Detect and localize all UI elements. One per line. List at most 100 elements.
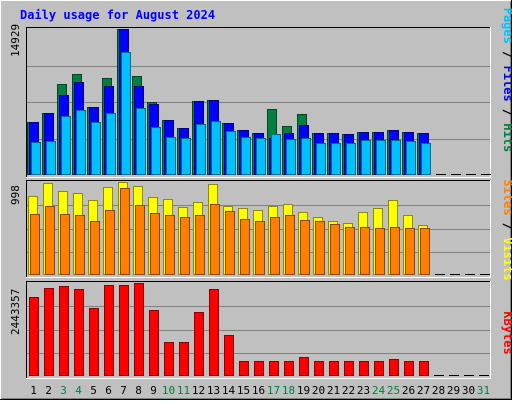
bar-sites bbox=[75, 215, 85, 275]
bar-kbytes bbox=[479, 375, 489, 376]
bar-kbytes bbox=[419, 361, 429, 376]
bar-sites bbox=[195, 215, 205, 275]
bar-kbytes bbox=[389, 359, 399, 376]
bar-pages bbox=[451, 174, 461, 175]
bar-sites bbox=[105, 210, 115, 275]
bar-sites bbox=[210, 204, 220, 275]
bar-kbytes bbox=[74, 289, 84, 376]
panel-hits-files-pages bbox=[26, 27, 491, 178]
bar-sites bbox=[60, 214, 70, 275]
day-label: 21 bbox=[327, 384, 340, 397]
bar-kbytes bbox=[449, 375, 459, 376]
bar-kbytes bbox=[134, 283, 144, 376]
bar-pages bbox=[436, 174, 446, 175]
axis-separator: / bbox=[501, 216, 512, 238]
bar-pages bbox=[346, 143, 356, 175]
day-label: 2 bbox=[45, 384, 52, 397]
day-label: 8 bbox=[135, 384, 142, 397]
axis-label-files: Files bbox=[501, 66, 512, 102]
bar-kbytes bbox=[224, 335, 234, 376]
series-pages bbox=[31, 52, 491, 175]
bar-sites bbox=[255, 221, 265, 275]
bar-pages bbox=[331, 143, 341, 175]
chart-title: Daily usage for August 2024 bbox=[20, 8, 215, 22]
bar-kbytes bbox=[434, 375, 444, 376]
bar-pages bbox=[391, 140, 401, 175]
bar-sites bbox=[450, 274, 460, 275]
ymax-label-hits: 14929 bbox=[9, 24, 22, 57]
bar-sites bbox=[165, 215, 175, 275]
bar-pages bbox=[31, 142, 41, 175]
bar-pages bbox=[166, 137, 176, 175]
bar-sites bbox=[405, 228, 415, 275]
bar-kbytes bbox=[284, 361, 294, 376]
day-label: 17 bbox=[267, 384, 280, 397]
day-label: 15 bbox=[237, 384, 250, 397]
axis-label-sites-visits: Sites / Visits bbox=[501, 179, 512, 280]
bar-sites bbox=[225, 211, 235, 275]
axis-label-visits: Visits bbox=[501, 237, 512, 280]
bar-pages bbox=[196, 124, 206, 175]
bar-kbytes bbox=[89, 308, 99, 376]
bar-sites bbox=[360, 227, 370, 275]
bar-kbytes bbox=[104, 285, 114, 376]
day-label: 6 bbox=[105, 384, 112, 397]
day-label: 1 bbox=[30, 384, 37, 397]
day-label: 19 bbox=[297, 384, 310, 397]
bar-kbytes bbox=[314, 361, 324, 376]
bar-sites bbox=[375, 228, 385, 275]
bar-sites bbox=[180, 217, 190, 275]
bar-sites bbox=[285, 215, 295, 275]
bar-kbytes bbox=[29, 297, 39, 376]
axis-label-pages: Pages bbox=[501, 8, 512, 44]
day-label: 31 bbox=[477, 384, 490, 397]
bar-sites bbox=[300, 220, 310, 275]
bar-sites bbox=[120, 188, 130, 275]
bar-kbytes bbox=[329, 361, 339, 376]
bar-pages bbox=[226, 131, 236, 175]
bar-kbytes bbox=[179, 342, 189, 376]
day-label: 20 bbox=[312, 384, 325, 397]
bar-kbytes bbox=[359, 361, 369, 376]
day-label: 10 bbox=[162, 384, 175, 397]
bar-kbytes bbox=[44, 288, 54, 376]
bar-kbytes bbox=[209, 289, 219, 376]
bar-pages bbox=[286, 139, 296, 175]
day-label: 29 bbox=[447, 384, 460, 397]
axis-separator: / bbox=[501, 44, 512, 66]
day-label: 24 bbox=[372, 384, 386, 397]
bar-sites bbox=[315, 221, 325, 275]
bar-sites bbox=[240, 219, 250, 275]
day-label: 30 bbox=[462, 384, 475, 397]
bar-pages bbox=[211, 121, 221, 175]
bar-sites bbox=[345, 227, 355, 275]
bar-pages bbox=[301, 138, 311, 175]
bar-pages bbox=[466, 174, 476, 175]
axis-separator: / bbox=[501, 102, 512, 124]
bar-sites bbox=[270, 217, 280, 275]
bar-pages bbox=[376, 140, 386, 175]
bar-kbytes bbox=[164, 342, 174, 376]
chart-panels bbox=[26, 27, 491, 379]
day-label: 18 bbox=[282, 384, 295, 397]
bar-pages bbox=[61, 116, 71, 175]
bar-kbytes bbox=[149, 310, 159, 376]
day-label: 11 bbox=[177, 384, 190, 397]
bar-sites bbox=[465, 274, 475, 275]
day-label: 9 bbox=[150, 384, 157, 397]
bar-pages bbox=[421, 143, 431, 175]
axis-label-sites: Sites bbox=[501, 179, 512, 215]
bar-pages bbox=[316, 143, 326, 175]
ymax-label-visits: 998 bbox=[9, 185, 22, 205]
bar-pages bbox=[136, 108, 146, 175]
panel-kbytes bbox=[26, 281, 491, 379]
bar-pages bbox=[271, 134, 281, 175]
bar-kbytes bbox=[119, 285, 129, 376]
day-label: 5 bbox=[90, 384, 97, 397]
bar-sites bbox=[45, 206, 55, 275]
bar-kbytes bbox=[374, 361, 384, 376]
bar-pages bbox=[91, 122, 101, 175]
day-label: 23 bbox=[357, 384, 370, 397]
bar-pages bbox=[241, 137, 251, 175]
